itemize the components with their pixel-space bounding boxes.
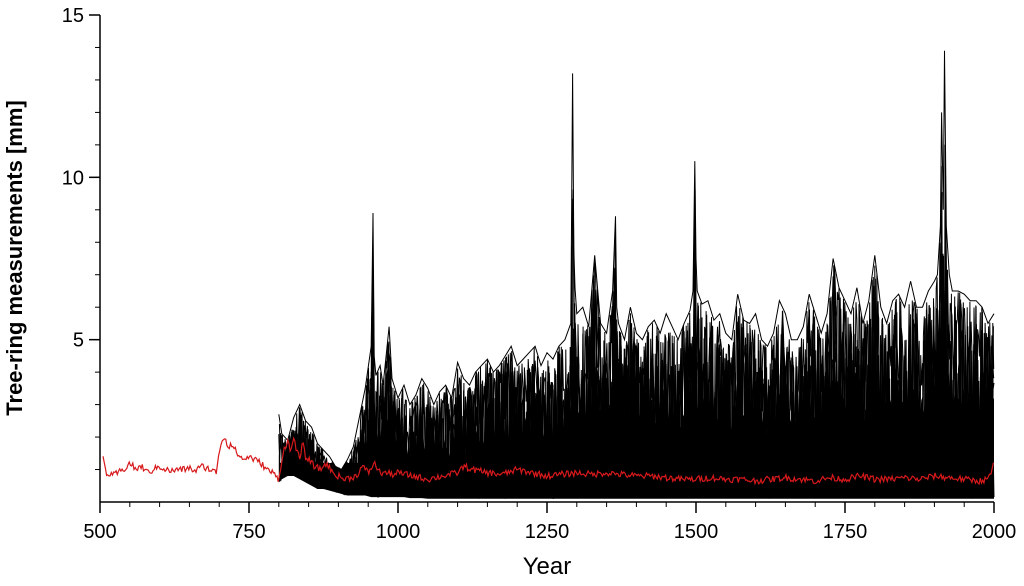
y-tick-label: 15 bbox=[62, 5, 84, 27]
y-tick-label: 5 bbox=[73, 330, 84, 352]
x-axis-title: Year bbox=[523, 553, 572, 580]
x-tick-label: 500 bbox=[83, 521, 116, 543]
series-mean-line bbox=[102, 436, 994, 486]
y-axis-ticks: 5 10 15 bbox=[62, 5, 100, 471]
x-axis-ticks: 500 750 1000 1250 1500 1750 2000 bbox=[83, 502, 1016, 543]
plot-area bbox=[102, 50, 995, 500]
series-group bbox=[102, 50, 995, 500]
x-tick-label: 1500 bbox=[674, 521, 719, 543]
y-axis-title: Tree-ring measurements [mm] bbox=[2, 100, 27, 415]
x-tick-label: 1000 bbox=[376, 521, 421, 543]
y-tick-label: 10 bbox=[62, 167, 84, 189]
x-tick-label: 750 bbox=[232, 521, 265, 543]
x-tick-label: 2000 bbox=[972, 521, 1017, 543]
x-tick-label: 1250 bbox=[525, 521, 570, 543]
series-upper-envelope bbox=[278, 50, 995, 471]
x-tick-label: 1750 bbox=[823, 521, 868, 543]
